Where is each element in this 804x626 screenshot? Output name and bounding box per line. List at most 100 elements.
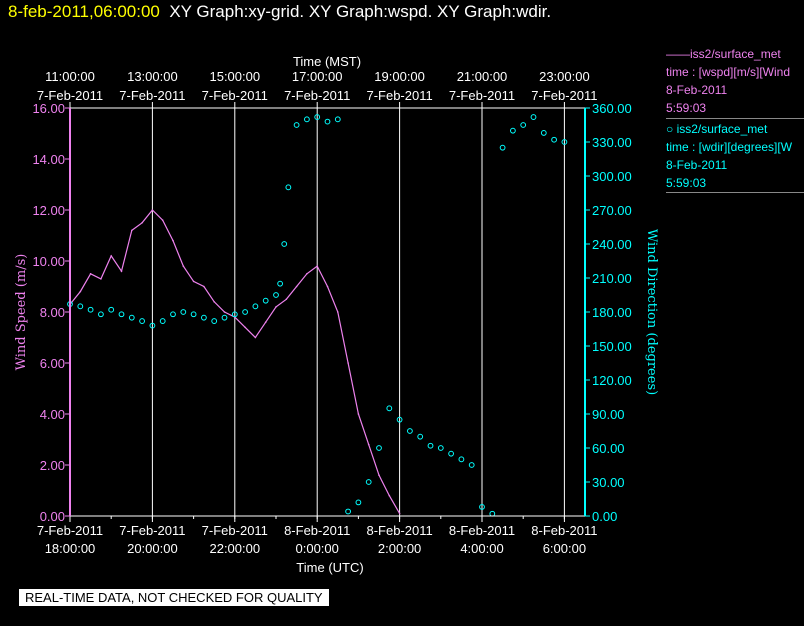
wind-direction-point [448, 450, 455, 457]
wind-direction-point [77, 303, 84, 310]
bottom-tick-time: 22:00:00 [209, 541, 260, 556]
wind-direction-point [345, 508, 352, 515]
wind-speed-point [151, 209, 154, 211]
wind-speed-point [182, 265, 185, 267]
bottom-tick-date: 7-Feb-2011 [202, 523, 268, 538]
bottom-tick-time: 6:00:00 [543, 541, 586, 556]
top-tick-date: 7-Feb-2011 [37, 88, 103, 103]
wind-speed-point [244, 326, 246, 329]
wind-direction-point [231, 311, 238, 318]
wind-speed-point [367, 443, 370, 446]
wind-direction-point [334, 116, 341, 123]
wind-direction-point [285, 184, 292, 191]
left-tick-label: 4.00 [40, 407, 65, 422]
right-tick-label: 270.00 [592, 203, 632, 218]
wind-speed-point [100, 278, 102, 280]
wind-speed-point [357, 413, 360, 415]
wind-direction-point [520, 122, 527, 128]
wind-direction-point [118, 311, 125, 318]
wind-direction-point [314, 114, 321, 120]
grid-lines [69, 108, 565, 516]
wind-speed-point [254, 336, 257, 339]
wind-speed-point [89, 272, 92, 275]
wind-speed-point [223, 311, 226, 313]
wind-direction-point [190, 311, 197, 318]
bottom-tick-date: 7-Feb-2011 [119, 523, 185, 538]
top-tick-time: 19:00:00 [374, 69, 425, 84]
wind-speed-point [203, 285, 205, 288]
left-tick-label: 12.00 [32, 203, 65, 218]
top-tick-date: 7-Feb-2011 [531, 88, 597, 103]
left-tick-label: 0.00 [40, 509, 65, 524]
bottom-tick-time: 2:00:00 [378, 541, 421, 556]
wind-direction-point [561, 139, 568, 145]
wind-direction-point [551, 136, 557, 143]
wind-speed-point [264, 321, 267, 324]
wind-direction-point [489, 510, 496, 517]
right-tick-label: 240.00 [592, 237, 632, 252]
legend-wdir-source: ○ iss2/surface_met [666, 122, 768, 136]
bottom-tick-date: 7-Feb-2011 [37, 523, 103, 538]
legend-wind-direction: ○ iss2/surface_met time : [wdir][degrees… [666, 120, 804, 192]
top-tick-time: 17:00:00 [292, 69, 343, 84]
wind-direction-point [365, 479, 372, 485]
left-axis-label: Wind Speed (m/s) [14, 254, 29, 371]
top-tick-date: 7-Feb-2011 [449, 88, 515, 103]
bottom-tick-time: 20:00:00 [127, 541, 178, 556]
header-graph-titles: XY Graph:xy-grid. XY Graph:wspd. XY Grap… [169, 2, 552, 21]
bottom-tick-date: 8-Feb-2011 [531, 523, 597, 538]
top-tick-date: 7-Feb-2011 [366, 88, 432, 103]
wind-speed-point [285, 298, 288, 301]
wind-direction-point [211, 318, 218, 324]
wind-direction-point [242, 309, 249, 315]
top-tick-time: 23:00:00 [539, 69, 590, 84]
wind-direction-point [221, 314, 228, 321]
left-tick-label: 16.00 [32, 101, 65, 116]
wind-speed-point [378, 474, 380, 477]
header-timestamp: 8-feb-2011,06:00:00 [8, 2, 160, 21]
legend-divider [666, 118, 804, 119]
legend-wspd-source: ——iss2/surface_met [666, 47, 781, 61]
top-tick-time: 13:00:00 [127, 69, 178, 84]
wind-speed-point [275, 306, 277, 308]
right-tick-label: 120.00 [592, 373, 632, 388]
wind-direction-point [499, 144, 506, 151]
wind-speed-point [295, 285, 298, 288]
right-tick-label: 60.00 [592, 441, 625, 456]
wind-speed-point [316, 265, 319, 267]
top-axis-label: Time (MST) [293, 54, 361, 69]
top-tick-time: 21:00:00 [457, 69, 508, 84]
legend-divider [666, 192, 804, 193]
right-tick-label: 90.00 [592, 407, 625, 422]
top-tick-date: 7-Feb-2011 [284, 88, 350, 103]
wind-direction-point [427, 442, 434, 449]
wind-direction-point [437, 445, 444, 451]
left-tick-label: 2.00 [40, 458, 65, 473]
wind-direction-point [396, 416, 403, 423]
left-tick-label: 10.00 [32, 254, 65, 269]
legend-wspd-time: 5:59:03 [666, 101, 707, 115]
top-tick-date: 7-Feb-2011 [119, 88, 185, 103]
wind-direction-point [540, 130, 547, 136]
wind-speed-point [326, 285, 329, 288]
wind-direction-point [108, 306, 115, 313]
wind-direction-point [530, 114, 537, 120]
right-tick-label: 180.00 [592, 305, 632, 320]
wind-direction-point [468, 462, 475, 468]
left-tick-label: 8.00 [40, 305, 65, 320]
wind-speed-point [141, 221, 143, 224]
wind-direction-point [128, 314, 135, 321]
wind-direction-point [386, 405, 393, 412]
wind-direction-point [262, 297, 269, 304]
wind-speed-point [213, 301, 215, 303]
right-axis-label: Wind Direction (degrees) [644, 229, 659, 395]
wind-direction-point [376, 445, 382, 451]
bottom-axis-label: Time (UTC) [296, 560, 363, 575]
legend-wdir-time: 5:59:03 [666, 176, 707, 190]
left-tick-label: 14.00 [32, 152, 65, 167]
top-tick-time: 15:00:00 [209, 69, 260, 84]
wind-direction-point [324, 118, 331, 125]
wind-direction-point [273, 292, 279, 298]
bottom-tick-time: 4:00:00 [460, 541, 503, 556]
